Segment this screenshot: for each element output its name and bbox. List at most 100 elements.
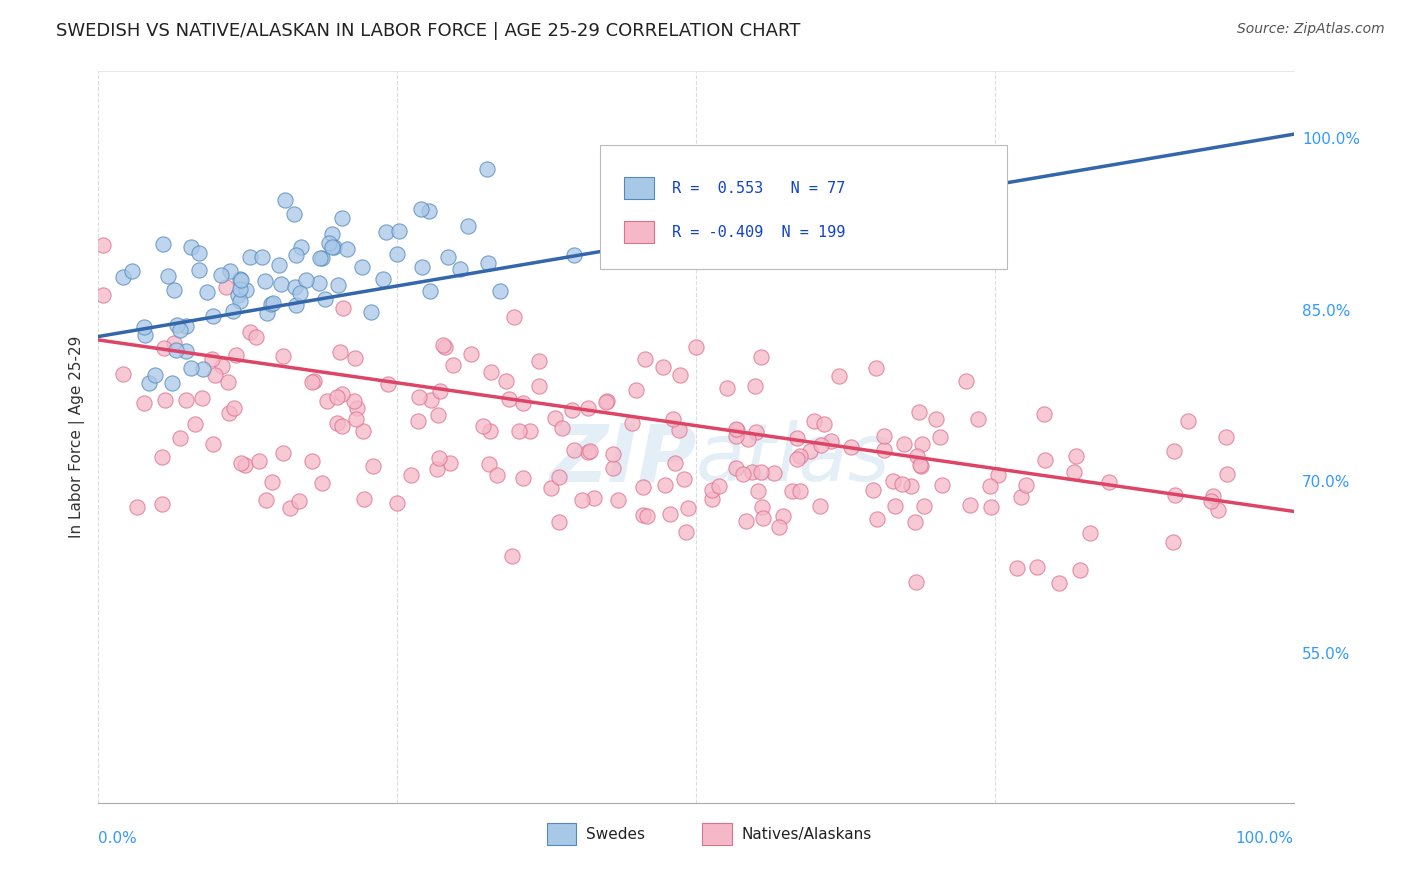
- Point: [346, 401, 368, 415]
- Point: [343, 394, 366, 409]
- Point: [931, 478, 953, 492]
- Point: [747, 483, 769, 498]
- Point: [353, 491, 375, 506]
- Point: [475, 162, 498, 177]
- Point: [450, 261, 472, 276]
- Point: [654, 478, 676, 492]
- Point: [955, 374, 977, 388]
- Point: [595, 394, 617, 409]
- Point: [166, 318, 188, 332]
- Point: [631, 480, 654, 494]
- Point: [239, 250, 262, 264]
- Point: [91, 237, 114, 252]
- Point: [352, 260, 374, 275]
- Point: [911, 437, 934, 451]
- Point: [675, 525, 697, 540]
- Point: [174, 344, 197, 359]
- Text: ZIP: ZIP: [548, 420, 696, 498]
- Point: [1216, 467, 1239, 482]
- Text: SWEDISH VS NATIVE/ALASKAN IN LABOR FORCE | AGE 25-29 CORRELATION CHART: SWEDISH VS NATIVE/ALASKAN IN LABOR FORCE…: [56, 22, 800, 40]
- Text: Swedes: Swedes: [586, 827, 645, 842]
- Point: [284, 298, 307, 312]
- Point: [321, 239, 343, 253]
- Point: [262, 296, 284, 310]
- Point: [925, 412, 948, 426]
- Point: [571, 493, 593, 508]
- Point: [529, 379, 551, 393]
- Point: [1015, 478, 1038, 492]
- Point: [180, 240, 202, 254]
- Point: [284, 248, 307, 262]
- Point: [602, 461, 624, 475]
- Point: [576, 401, 599, 416]
- Point: [271, 446, 294, 460]
- Point: [751, 511, 773, 525]
- Point: [529, 354, 551, 368]
- Point: [239, 325, 262, 339]
- Point: [254, 493, 277, 508]
- Text: R =  0.553   N = 77: R = 0.553 N = 77: [672, 181, 845, 196]
- Point: [201, 437, 224, 451]
- Point: [274, 193, 297, 207]
- Point: [371, 272, 394, 286]
- Point: [479, 366, 502, 380]
- Point: [477, 256, 499, 270]
- Point: [724, 460, 747, 475]
- Point: [326, 390, 349, 404]
- Point: [873, 443, 896, 458]
- Point: [278, 500, 301, 515]
- Point: [344, 351, 367, 365]
- Point: [562, 442, 585, 457]
- Point: [302, 374, 325, 388]
- Point: [544, 411, 567, 425]
- Point: [1163, 535, 1185, 549]
- Point: [314, 293, 336, 307]
- Point: [512, 471, 534, 485]
- Point: [235, 283, 257, 297]
- Point: [321, 227, 343, 241]
- Point: [652, 360, 675, 375]
- Text: 85.0%: 85.0%: [1302, 304, 1350, 318]
- Point: [460, 347, 482, 361]
- Point: [269, 258, 291, 272]
- Point: [1098, 475, 1121, 489]
- Point: [803, 413, 825, 427]
- Point: [441, 359, 464, 373]
- Point: [360, 305, 382, 319]
- Point: [288, 494, 311, 508]
- Point: [385, 247, 408, 261]
- Point: [1078, 525, 1101, 540]
- Point: [323, 240, 346, 254]
- Point: [789, 483, 811, 498]
- Point: [295, 273, 318, 287]
- Point: [377, 377, 399, 392]
- Point: [1033, 408, 1056, 422]
- Point: [725, 429, 748, 443]
- Point: [222, 303, 245, 318]
- Point: [143, 368, 166, 382]
- Text: 100.0%: 100.0%: [1236, 830, 1294, 846]
- Point: [111, 367, 134, 381]
- Point: [1010, 490, 1032, 504]
- Point: [432, 338, 454, 352]
- Point: [344, 412, 367, 426]
- Point: [152, 341, 174, 355]
- Point: [330, 418, 353, 433]
- Point: [987, 468, 1010, 483]
- Point: [91, 287, 114, 301]
- Point: [385, 496, 408, 510]
- Point: [669, 368, 692, 382]
- Point: [820, 434, 842, 448]
- Point: [301, 375, 323, 389]
- Point: [174, 319, 197, 334]
- Point: [388, 224, 411, 238]
- Point: [217, 375, 239, 389]
- Point: [828, 368, 851, 383]
- Point: [157, 268, 180, 283]
- Point: [744, 379, 766, 393]
- Point: [631, 508, 654, 522]
- Point: [905, 574, 928, 589]
- Point: [959, 498, 981, 512]
- Point: [624, 383, 647, 397]
- Point: [602, 447, 624, 461]
